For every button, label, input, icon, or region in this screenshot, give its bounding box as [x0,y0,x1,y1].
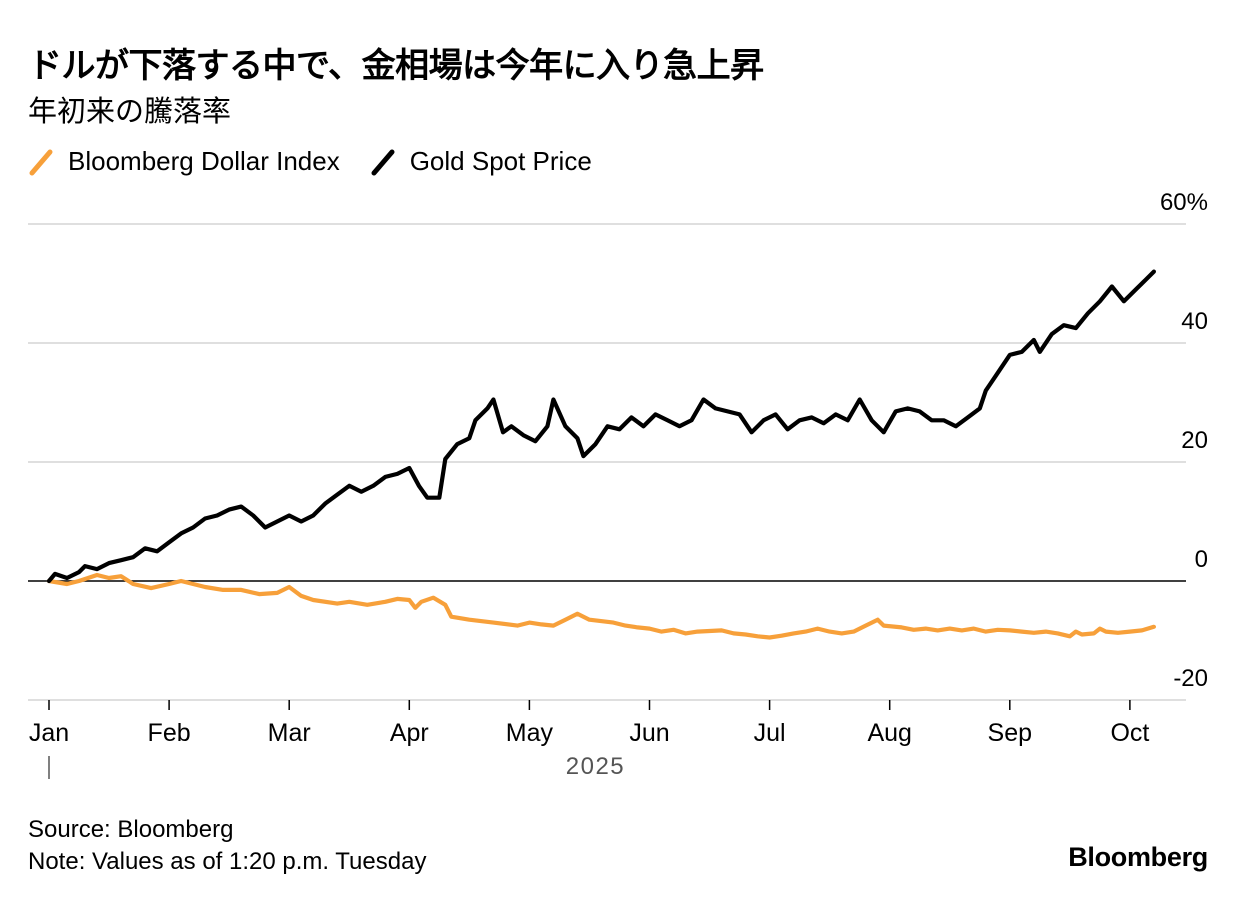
bloomberg-logo: Bloomberg [1068,842,1208,872]
y-tick-label-20: 20 [1181,427,1208,454]
x-tick-label-jul: Jul [754,719,786,747]
x-tick-label-jun: Jun [629,719,669,747]
x-tick-label-sep: Sep [988,719,1032,747]
chart-title: ドルが下落する中で、金相場は今年に入り急上昇 [28,46,764,86]
x-tick-label-jan: Jan [29,719,69,747]
footer-notes: Source: Bloomberg Note: Values as of 1:2… [28,814,426,878]
legend-swatch-gold-line [371,149,395,175]
y-tick-label-40: 40 [1181,308,1208,335]
note-text: Note: Values as of 1:20 p.m. Tuesday [28,848,427,875]
chart-subtitle: 年初来の騰落率 [28,94,232,128]
legend-item-dollar-index: Bloomberg Dollar Index [28,146,340,177]
legend-item-gold-price: Gold Spot Price [370,146,592,177]
x-tick-label-aug: Aug [867,719,911,747]
x-tick-label-apr: Apr [390,719,429,747]
legend-swatch-gold-icon [370,147,396,177]
y-tick-label-60: 60% [1160,189,1208,216]
series-line-gold-price [46,269,1156,584]
source-text: Source: Bloomberg [28,816,234,843]
x-year-label: 2025 [566,753,625,780]
x-tick-label-oct: Oct [1110,719,1149,747]
legend-label-gold-price: Gold Spot Price [409,146,592,176]
legend-label-dollar-index: Bloomberg Dollar Index [68,146,340,176]
x-tick-label-may: May [506,719,554,747]
x-tick-label-mar: Mar [268,719,311,747]
y-tick-label--20: -20 [1173,665,1208,692]
y-tick-label-0: 0 [1195,546,1208,573]
x-tick-label-feb: Feb [148,719,191,747]
legend-swatch-dollar-icon [28,147,54,177]
legend-swatch-dollar-line [29,149,53,175]
legend: Bloomberg Dollar Index Gold Spot Price [28,146,622,177]
series-line-dollar-index [46,572,1156,640]
